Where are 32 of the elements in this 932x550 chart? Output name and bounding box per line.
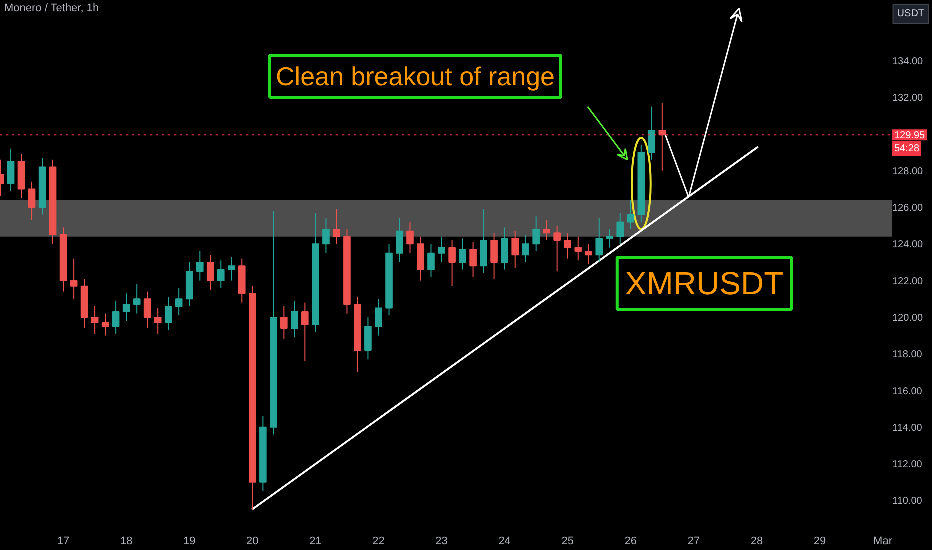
y-tick-label: 132.00	[892, 93, 924, 104]
x-tick-label: 21	[310, 536, 322, 548]
x-tick-label: 28	[750, 536, 764, 548]
y-tick-label: 120.00	[892, 312, 924, 324]
x-tick-label: 20	[246, 536, 259, 548]
x-tick-label: 23	[436, 536, 448, 548]
text: 54:28	[894, 143, 920, 154]
x-tick-label: 26	[624, 536, 638, 548]
x-tick-label: 29	[814, 536, 826, 548]
x-tick-label: 22	[372, 536, 385, 548]
x-tick-label: 18	[120, 536, 133, 548]
chart-title: Monero / Tether, 1h	[4, 2, 100, 14]
ref-line-label: 129.95	[894, 130, 926, 142]
y-tick-label: 134.00	[892, 56, 924, 68]
y-tick-label: 114.00	[892, 422, 923, 434]
x-tick-label: 25	[562, 536, 574, 548]
y-tick-label: 122.00	[892, 276, 924, 288]
y-axis-title: USDT	[897, 8, 925, 20]
y-tick-label: 124.00	[892, 240, 924, 251]
annotation: XMRUSDT	[625, 266, 784, 302]
y-tick-label: 110.00	[892, 496, 923, 508]
y-tick-label: 112.00	[892, 460, 923, 471]
x-tick-label: 17	[57, 536, 70, 548]
x-tick-label: 27	[688, 536, 700, 548]
y-tick-label: 128.00	[892, 166, 924, 178]
annotation: Clean breakout of range	[276, 62, 555, 92]
x-tick-label: 19	[184, 536, 196, 548]
x-tick-label: Mar	[874, 536, 893, 548]
y-tick-label: 118.00	[892, 350, 923, 361]
x-tick-label: 24	[498, 536, 511, 548]
y-tick-label: 126.00	[892, 203, 924, 214]
y-tick-label: 116.00	[892, 386, 923, 398]
